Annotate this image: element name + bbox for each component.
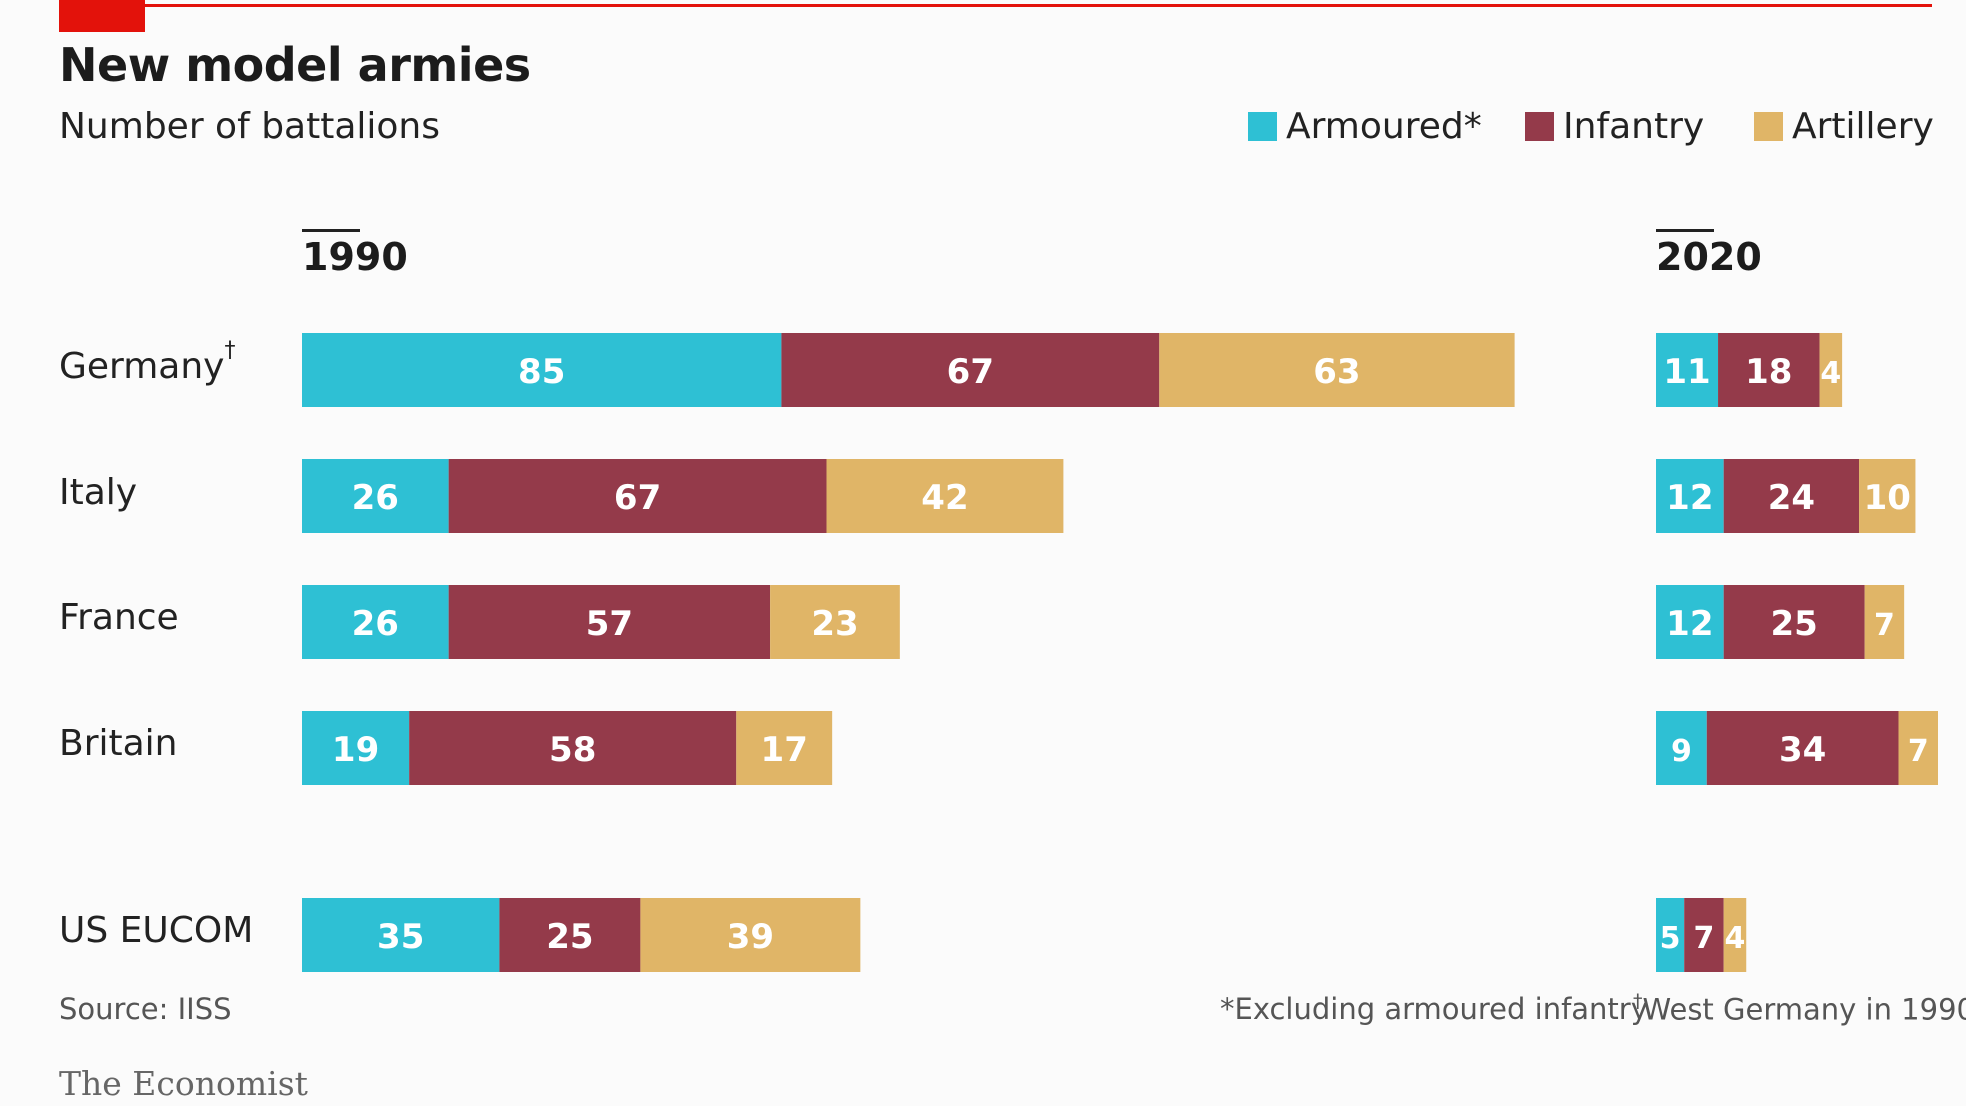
chart-subtitle: Number of battalions [59,106,441,147]
row-label-us-eucom: US EUCOM [59,910,254,951]
bar-1990-us-eucom-armoured-label: 35 [377,917,424,957]
period-rule-2020 [1656,229,1714,232]
bar-2020-germany-armoured [1656,333,1719,407]
legend-label-artillery: Artillery [1792,106,1934,147]
bar-1990-france-artillery [770,585,900,659]
legend-label-armoured: Armoured* [1286,106,1482,147]
bar-1990-italy-armoured [302,459,449,533]
bar-2020-britain-armoured [1656,711,1707,785]
bar-1990-us-eucom-artillery-label: 39 [727,917,774,957]
bar-2020-us-eucom-infantry-label: 7 [1694,921,1715,956]
bar-2020-italy-artillery-label: 10 [1864,478,1911,518]
row-label-germany-text: Germany [59,346,225,387]
footnote-dagger: † [1633,990,1643,1012]
bar-2020-france-artillery [1864,585,1905,659]
bar-1990-us-eucom-armoured [302,898,500,972]
legend-swatch-artillery [1754,112,1783,141]
row-label-germany: Germany† [59,338,235,387]
bar-1990-france-infantry [448,585,771,659]
period-label-1990: 1990 [302,235,408,279]
bar-2020-britain-infantry [1706,711,1899,785]
bar-1990-france-artillery-label: 23 [811,604,858,644]
source-note: Source: IISS [59,992,232,1026]
bar-1990-britain-infantry [409,711,737,785]
row-label-britain: Britain [59,723,178,764]
bar-2020-us-eucom-infantry [1684,898,1724,972]
bar-1990-france-armoured-label: 26 [352,604,399,644]
bar-1990-britain-artillery-label: 17 [761,730,808,770]
bar-1990-italy-artillery-label: 42 [921,478,968,518]
footnote-germany: †West Germany in 1990 [1633,990,1966,1027]
bar-1990-us-eucom-infantry [499,898,641,972]
bar-2020-britain-armoured-label: 9 [1671,734,1692,769]
bar-1990-britain-artillery [736,711,833,785]
bar-2020-germany-infantry [1718,333,1820,407]
footnote-germany-text: West Germany in 1990 [1642,992,1966,1027]
bar-1990-germany-artillery-label: 63 [1313,352,1360,392]
row-label-italy: Italy [59,472,138,513]
bar-1990-germany-armoured-label: 85 [518,352,565,392]
bar-1990-germany-armoured [302,333,782,407]
legend-item-armoured: Armoured* [1248,106,1482,147]
bar-2020-italy-artillery [1859,459,1916,533]
chart-title: New model armies [59,38,531,92]
legend-item-infantry: Infantry [1525,106,1704,147]
bar-1990-britain-armoured-label: 19 [332,730,379,770]
bar-2020-italy-armoured-label: 12 [1666,478,1713,518]
bar-1990-germany-artillery [1159,333,1515,407]
legend-item-artillery: Artillery [1754,106,1934,147]
bar-2020-britain-artillery [1898,711,1938,785]
bar-1990-britain-armoured [302,711,410,785]
period-rule-1990 [302,229,360,232]
bar-2020-italy-infantry-label: 24 [1768,478,1815,518]
top-rule [145,4,1932,7]
bar-2020-us-eucom-artillery-label: 4 [1725,921,1746,956]
bar-2020-france-armoured-label: 12 [1666,604,1713,644]
bar-1990-france-infantry-label: 57 [586,604,633,644]
legend-swatch-infantry [1525,112,1554,141]
bar-2020-us-eucom-armoured [1656,898,1685,972]
footnote-armoured: *Excluding armoured infantry [1220,992,1648,1026]
bar-2020-italy-infantry [1723,459,1860,533]
bar-1990-us-eucom-artillery [640,898,861,972]
bar-2020-france-infantry-label: 25 [1771,604,1818,644]
bar-2020-us-eucom-armoured-label: 5 [1660,921,1681,956]
bar-1990-italy-infantry [448,459,827,533]
bar-2020-germany-artillery [1819,333,1843,407]
bar-1990-italy-infantry-label: 67 [614,478,661,518]
row-label-france: France [59,597,179,638]
brand-logo-text: The Economist [59,1064,308,1103]
bar-2020-italy-armoured [1656,459,1724,533]
dagger-marker: † [224,338,236,363]
bar-2020-germany-armoured-label: 11 [1663,352,1710,392]
bar-2020-us-eucom-artillery [1723,898,1747,972]
bar-2020-germany-infantry-label: 18 [1745,352,1792,392]
bar-1990-italy-artillery [826,459,1064,533]
bar-2020-germany-artillery-label: 4 [1820,356,1841,391]
bar-2020-france-armoured [1656,585,1724,659]
bar-1990-italy-armoured-label: 26 [352,478,399,518]
period-label-2020: 2020 [1656,235,1762,279]
economist-red-tag [59,0,145,32]
bar-1990-britain-infantry-label: 58 [549,730,596,770]
bar-1990-us-eucom-infantry-label: 25 [546,917,593,957]
bar-1990-france-armoured [302,585,449,659]
bar-1990-germany-infantry-label: 67 [947,352,994,392]
bar-2020-france-artillery-label: 7 [1874,608,1895,643]
bar-2020-britain-infantry-label: 34 [1779,730,1826,770]
bar-1990-germany-infantry [781,333,1160,407]
bar-2020-britain-artillery-label: 7 [1908,734,1929,769]
legend-swatch-armoured [1248,112,1277,141]
legend-label-infantry: Infantry [1563,106,1705,147]
bar-2020-france-infantry [1723,585,1865,659]
